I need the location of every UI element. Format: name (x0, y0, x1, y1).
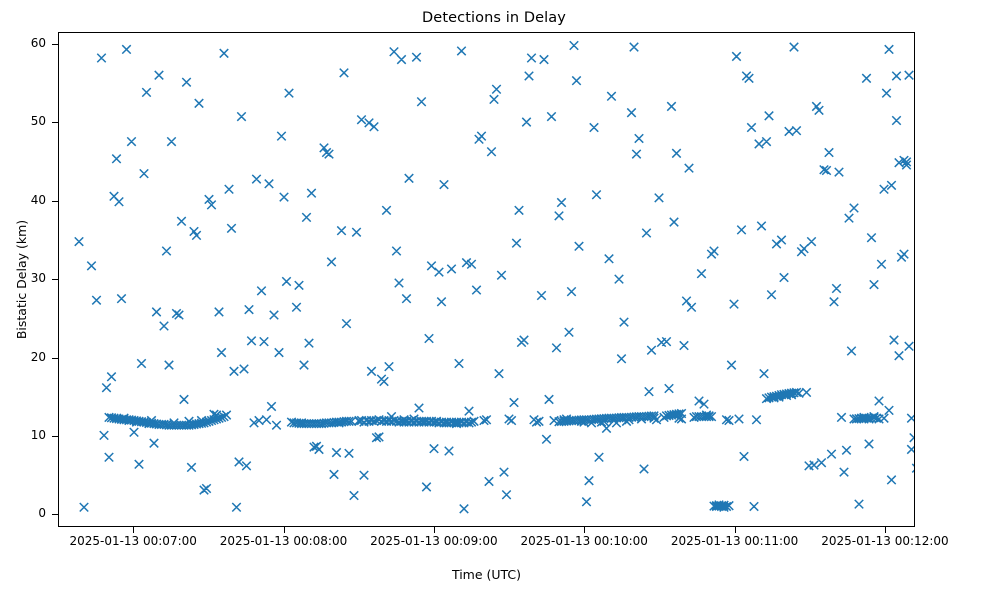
x-axis-label: Time (UTC) (451, 567, 522, 582)
x-tick-label: 2025-01-13 00:11:00 (670, 534, 799, 548)
x-tick-mark (283, 527, 285, 533)
x-tick-mark (133, 527, 135, 533)
x-tick-label: 2025-01-13 00:07:00 (69, 534, 197, 548)
x-tick-mark (884, 527, 886, 533)
x-tick-mark (584, 527, 586, 533)
x-tick-label: 2025-01-13 00:10:00 (520, 534, 648, 548)
page-title: Detections in Delay (422, 10, 566, 26)
x-tick-mark (433, 527, 435, 533)
x-tick-mark (734, 527, 736, 533)
scatter-series (74, 40, 914, 514)
x-tick-label: 2025-01-13 00:12:00 (821, 534, 949, 548)
x-tick-label: 2025-01-13 00:09:00 (370, 534, 498, 548)
x-tick-label: 2025-01-13 00:08:00 (219, 534, 348, 548)
marker-group (74, 40, 914, 514)
marker-x-icon (74, 40, 914, 514)
y-axis-label: Bistatic Delay (km) (14, 219, 29, 340)
plot-area (58, 32, 915, 527)
